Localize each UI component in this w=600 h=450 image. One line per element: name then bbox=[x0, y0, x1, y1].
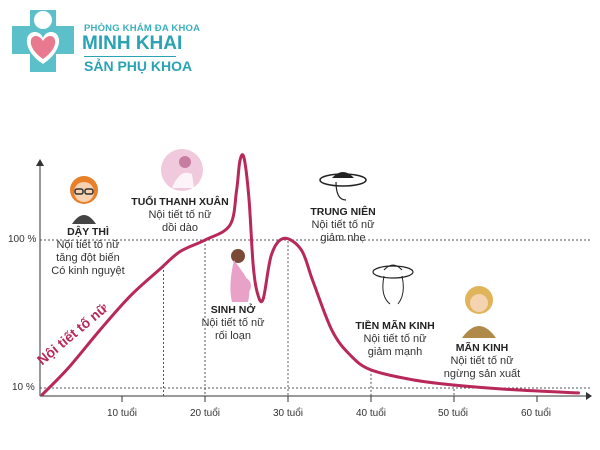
annotation-line: rối loạn bbox=[214, 330, 252, 342]
logo-line2: MINH KHAI bbox=[82, 33, 183, 54]
annotation-line: giảm nhẹ bbox=[320, 232, 366, 244]
x-tick-label: 20 tuổi bbox=[189, 408, 221, 419]
annotation-title: TRUNG NIÊN bbox=[310, 206, 376, 218]
annotation-line: Nội tiết tố nữ bbox=[363, 333, 427, 345]
annotation-line: Nội tiết tố nữ bbox=[450, 355, 514, 367]
x-tick-label: 40 tuổi bbox=[355, 408, 387, 419]
hormone-series-line bbox=[40, 153, 580, 397]
annotation-title: TIỀN MÃN KINH bbox=[355, 320, 435, 332]
annotation-line: tăng đột biến bbox=[56, 252, 120, 264]
cross-heart-logo-icon bbox=[12, 10, 74, 72]
annotation-childbirth: SINH NỞ Nội tiết tố nữ rối loạn bbox=[201, 304, 264, 343]
annotation-puberty: DẬY THÌ Nội tiết tố nữ tăng đột biến Có … bbox=[51, 226, 124, 278]
annotation-title: DẬY THÌ bbox=[67, 226, 109, 238]
x-tick-label: 50 tuổi bbox=[437, 408, 469, 419]
logo-line3: SẢN PHỤ KHOA bbox=[84, 58, 193, 74]
annotation-perimenopause: TIỀN MÃN KINH Nội tiết tố nữ giảm mạnh bbox=[355, 320, 434, 359]
logo-line1: PHÒNG KHÁM ĐA KHOA bbox=[84, 23, 201, 34]
x-tick-label: 60 tuổi bbox=[520, 408, 552, 419]
annotation-line: Có kinh nguyệt bbox=[51, 265, 125, 277]
pregnant-woman-icon bbox=[230, 249, 251, 302]
annotation-youth: TUỔI THANH XUÂN Nội tiết tố nữ dồi dào bbox=[131, 196, 228, 235]
annotation-middle-age: TRUNG NIÊN Nội tiết tố nữ giảm nhẹ bbox=[310, 206, 375, 245]
logo-divider bbox=[84, 56, 176, 57]
x-tick-label: 10 tuổi bbox=[106, 408, 138, 419]
annotation-line: Nội tiết tố nữ bbox=[56, 239, 120, 251]
teen-girl-icon bbox=[70, 176, 98, 224]
woman-hat-sketch-icon bbox=[372, 264, 414, 305]
y-tick-label: 10 % bbox=[12, 382, 35, 393]
annotation-line: Nội tiết tố nữ bbox=[148, 209, 212, 221]
annotation-title: MÃN KINH bbox=[455, 342, 509, 354]
y-tick-label: 100 % bbox=[8, 234, 37, 245]
young-woman-portrait-icon bbox=[161, 149, 203, 191]
annotation-title: SINH NỞ bbox=[210, 304, 256, 316]
annotation-menopause: MÃN KINH Nội tiết tố nữ ngừng sản xuất bbox=[444, 342, 520, 381]
middle-aged-woman-hat-icon bbox=[319, 172, 367, 201]
x-axis-arrow bbox=[586, 392, 592, 400]
annotation-line: ngừng sản xuất bbox=[443, 368, 521, 380]
y-axis-arrow bbox=[36, 159, 44, 166]
annotation-line: Nội tiết tố nữ bbox=[201, 317, 265, 329]
annotation-title: TUỔI THANH XUÂN bbox=[131, 196, 229, 208]
annotation-line: dồi dào bbox=[161, 222, 199, 234]
x-tick-label: 30 tuổi bbox=[272, 408, 304, 419]
annotation-line: giảm mạnh bbox=[367, 346, 423, 358]
older-woman-icon bbox=[462, 286, 496, 338]
clinic-logo: PHÒNG KHÁM ĐA KHOA MINH KHAI SẢN PHỤ KHO… bbox=[8, 6, 200, 76]
annotation-line: Nội tiết tố nữ bbox=[311, 219, 375, 231]
